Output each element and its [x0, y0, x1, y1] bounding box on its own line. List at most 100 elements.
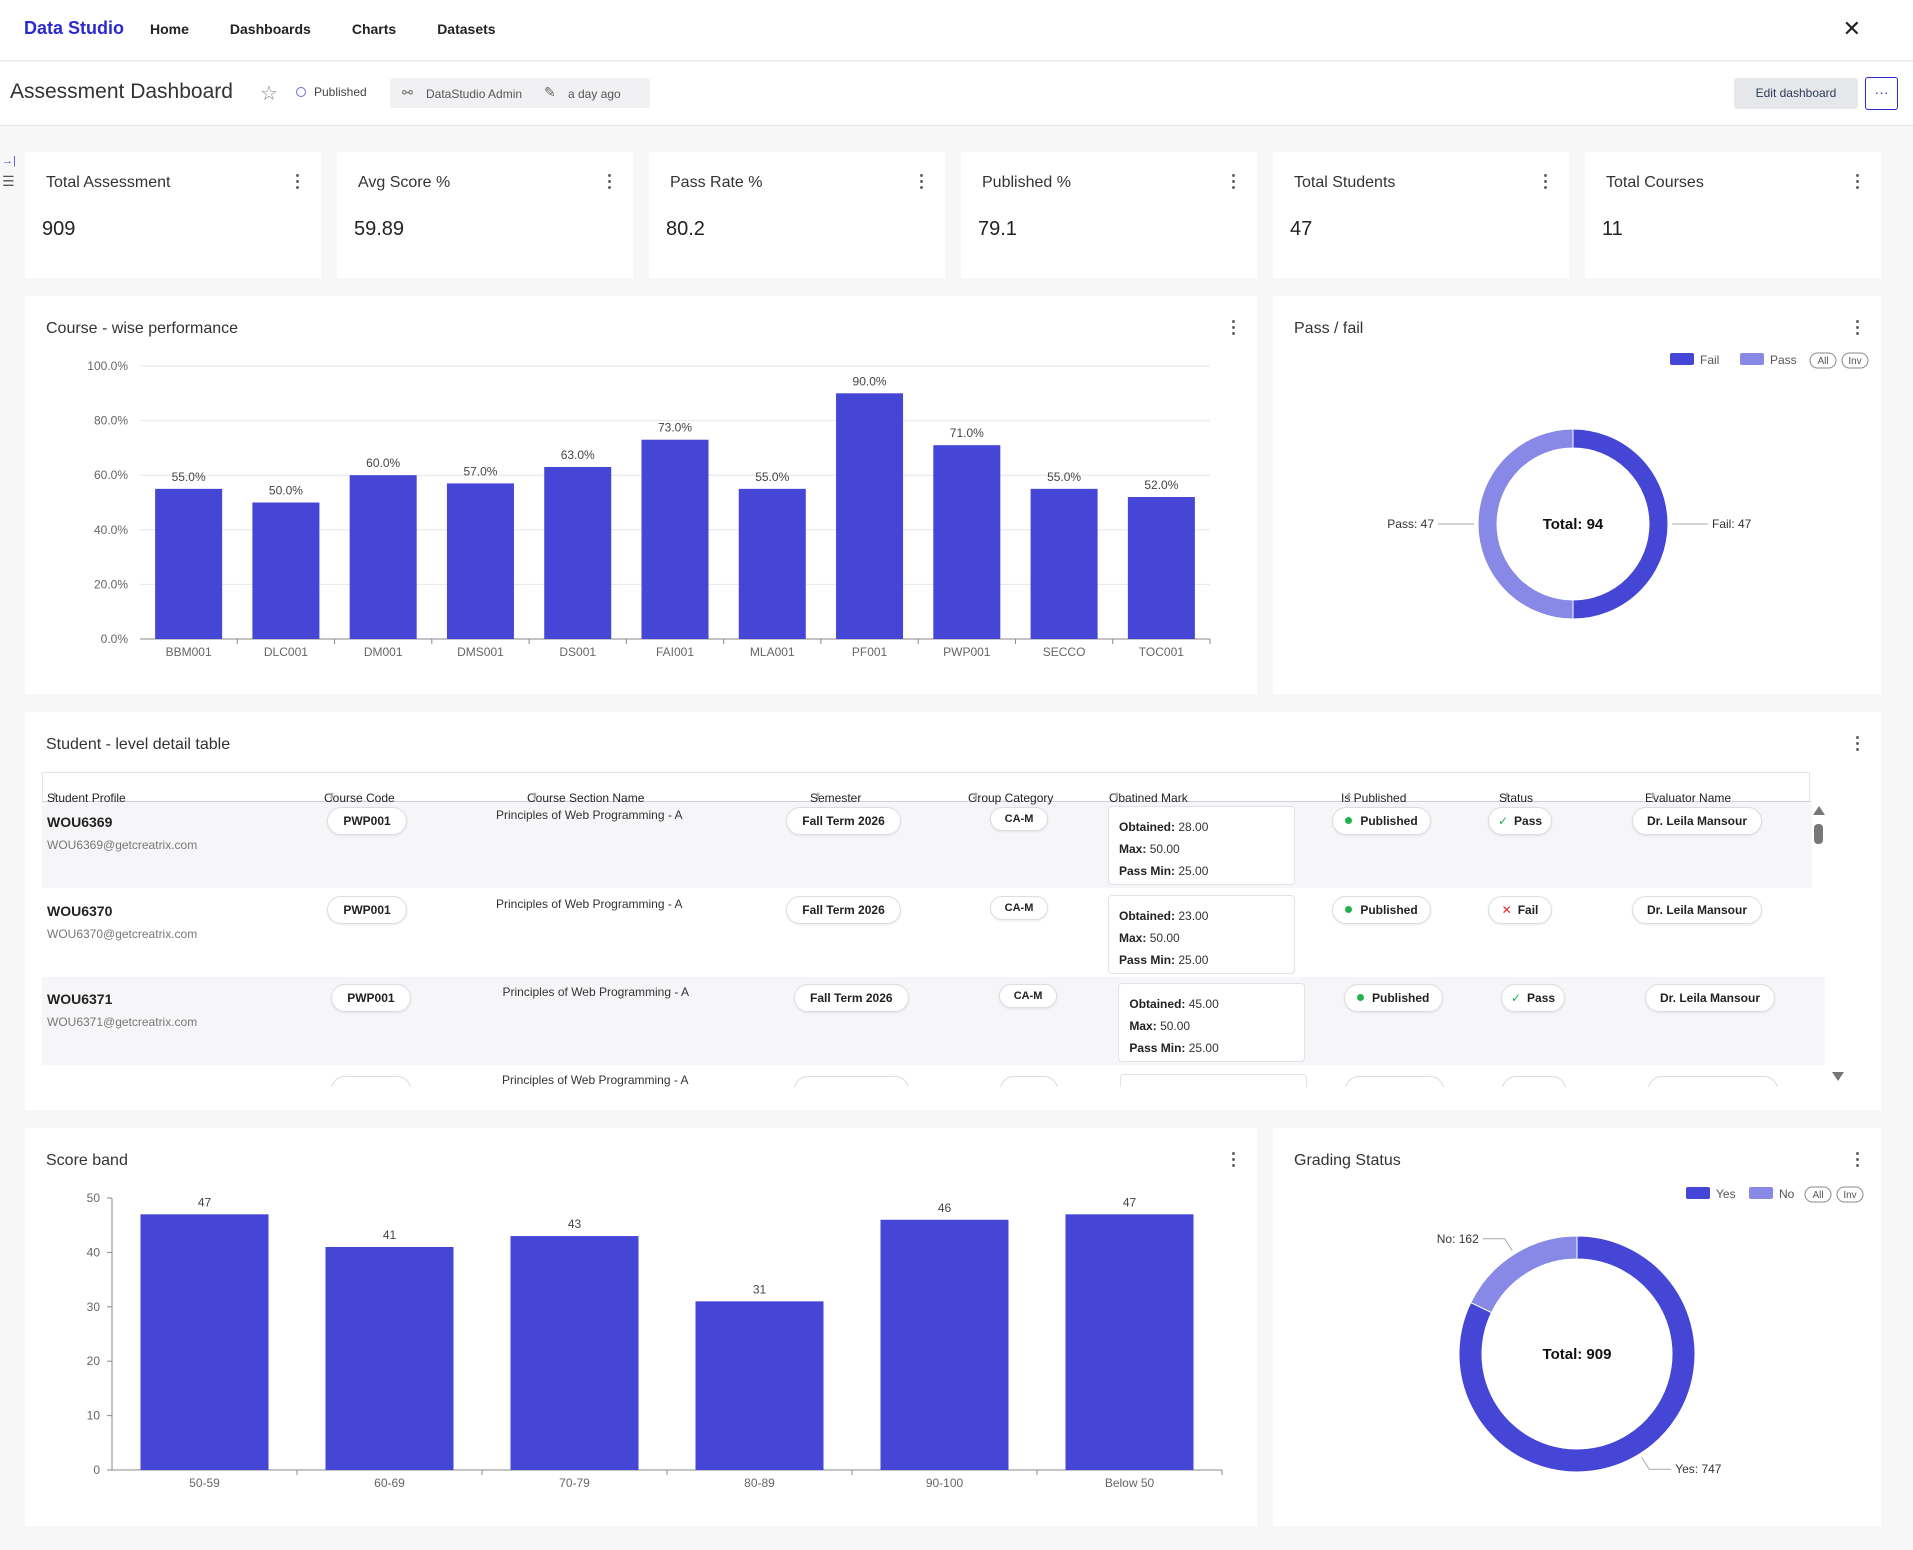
legend-toggle: [1841, 352, 1869, 369]
score-band-card: Score band 0 10 20 30 40 50 47 50-59 41 60-69 43 70…: [25, 1128, 1257, 1526]
donut-slice: [1477, 428, 1574, 620]
legend-swatch: [1740, 353, 1764, 365]
kebab-menu-icon[interactable]: [1232, 174, 1236, 192]
kpi-card: Total Students 47: [1273, 152, 1569, 278]
close-icon[interactable]: ✕: [1842, 16, 1861, 41]
kpi-title: Total Courses: [1606, 174, 1704, 191]
course-performance-card: Course - wise performance 0.0% 20.0% 40.0%…: [25, 296, 1257, 694]
edit-dashboard-button[interactable]: Edit dashboard: [1734, 78, 1858, 109]
kpi-title: Total Assessment: [46, 174, 171, 191]
bar: [140, 1214, 269, 1470]
status-text: Published: [314, 85, 367, 99]
kebab-menu-icon[interactable]: [1544, 174, 1548, 192]
legend-label: Yes: [1716, 1187, 1736, 1201]
bar: [738, 488, 806, 639]
student-table-card: Student - level detail table: [25, 712, 1881, 1110]
status-dot-icon: [296, 87, 306, 97]
kpi-card: Total Courses 11: [1585, 152, 1881, 278]
expand-sidebar-icon[interactable]: →|: [2, 155, 16, 167]
legend-swatch: [1749, 1187, 1773, 1199]
y-tick-label: 40.0%: [94, 523, 128, 537]
nav-charts[interactable]: Charts: [351, 21, 397, 37]
top-nav: Data Studio Home Dashboards Charts Datas…: [0, 0, 1913, 61]
bar-value-label: 71.0%: [950, 426, 984, 440]
kebab-menu-icon[interactable]: [1856, 736, 1860, 754]
x-tick-label: 50-59: [189, 1476, 220, 1490]
legend-swatch: [1686, 1187, 1710, 1199]
kebab-menu-icon[interactable]: [1232, 1152, 1236, 1170]
bar-value-label: 90.0%: [853, 374, 887, 388]
bar: [544, 467, 612, 639]
bar-value-label: 55.0%: [1047, 470, 1081, 484]
kebab-menu-icon[interactable]: [1856, 174, 1860, 192]
kebab-menu-icon[interactable]: [296, 174, 300, 192]
y-tick-label: 10: [87, 1409, 101, 1423]
x-tick-label: 60-69: [374, 1476, 405, 1490]
x-tick-label: 80-89: [744, 1476, 775, 1490]
bar: [349, 475, 417, 639]
x-tick-label: DM001: [364, 645, 403, 659]
card-title: Pass / fail: [1294, 320, 1364, 337]
legend-swatch: [1670, 353, 1694, 365]
kpi-card: Pass Rate % 80.2: [649, 152, 945, 278]
grading-status-donut: Yes: 747 No: 162 Total: 909 Yes No All Inv: [1437, 1186, 1864, 1476]
x-tick-label: DS001: [559, 645, 596, 659]
nav-datasets[interactable]: Datasets: [437, 21, 496, 37]
legend-toggle-label: Inv: [1843, 1190, 1856, 1201]
kpi-value: 909: [42, 218, 76, 240]
donut-center-label: Total: 909: [1543, 1346, 1612, 1363]
kpi-card: Avg Score % 59.89: [337, 152, 633, 278]
kebab-menu-icon[interactable]: [608, 174, 612, 192]
bar: [695, 1301, 824, 1470]
y-tick-label: 50: [87, 1191, 101, 1205]
x-tick-label: Below 50: [1105, 1476, 1155, 1490]
bar-value-label: 55.0%: [172, 470, 206, 484]
kebab-menu-icon[interactable]: [1856, 1152, 1860, 1170]
bar: [252, 502, 320, 639]
y-tick-label: 80.0%: [94, 414, 128, 428]
kpi-card: Published % 79.1: [961, 152, 1257, 278]
x-tick-label: MLA001: [750, 645, 795, 659]
kebab-menu-icon[interactable]: [1232, 320, 1236, 338]
bar-value-label: 46: [938, 1201, 952, 1215]
kpi-value: 47: [1290, 218, 1313, 240]
bar-value-label: 52.0%: [1144, 478, 1178, 492]
bar: [325, 1246, 454, 1470]
bar-value-label: 47: [1123, 1195, 1137, 1209]
y-tick-label: 20.0%: [94, 577, 128, 591]
kpi-title: Avg Score %: [358, 174, 451, 191]
star-icon[interactable]: ☆: [260, 83, 278, 105]
page-title: Assessment Dashboard: [10, 80, 233, 103]
x-tick-label: 90-100: [926, 1476, 964, 1490]
bar: [155, 488, 223, 639]
slice-label: No: 162: [1437, 1232, 1479, 1246]
card-title: Score band: [46, 1152, 128, 1169]
pencil-icon: ✎: [544, 84, 556, 100]
kebab-menu-icon[interactable]: [920, 174, 924, 192]
pass-fail-card: Pass / fail Fail: 47 Pass: 47 Total: 94 Fai…: [1273, 296, 1881, 694]
donut-slice: [1470, 1235, 1578, 1314]
bar: [1030, 488, 1098, 639]
bar-value-label: 63.0%: [561, 448, 595, 462]
nav-home[interactable]: Home: [150, 21, 189, 37]
x-tick-label: PF001: [852, 645, 888, 659]
bar-value-label: 31: [753, 1282, 767, 1296]
card-title: Student - level detail table: [46, 736, 231, 753]
more-options-button[interactable]: ···: [1865, 77, 1898, 110]
brand-logo[interactable]: Data Studio: [24, 18, 125, 38]
kpi-value: 59.89: [354, 218, 405, 240]
bar: [641, 439, 709, 639]
modified-time: a day ago: [568, 87, 621, 101]
donut-center-label: Total: 94: [1543, 516, 1604, 533]
legend-toggle: [1809, 352, 1837, 369]
kebab-menu-icon[interactable]: [1856, 320, 1860, 338]
nav-dashboards[interactable]: Dashboards: [229, 21, 311, 37]
x-tick-label: DLC001: [264, 645, 308, 659]
y-tick-label: 60.0%: [94, 468, 128, 482]
legend-label: No: [1779, 1187, 1795, 1201]
bar: [510, 1236, 639, 1470]
bar: [880, 1219, 1009, 1470]
kpi-value: 79.1: [978, 218, 1017, 240]
y-tick-label: 0: [93, 1463, 100, 1477]
filter-icon[interactable]: ☰: [2, 173, 15, 189]
